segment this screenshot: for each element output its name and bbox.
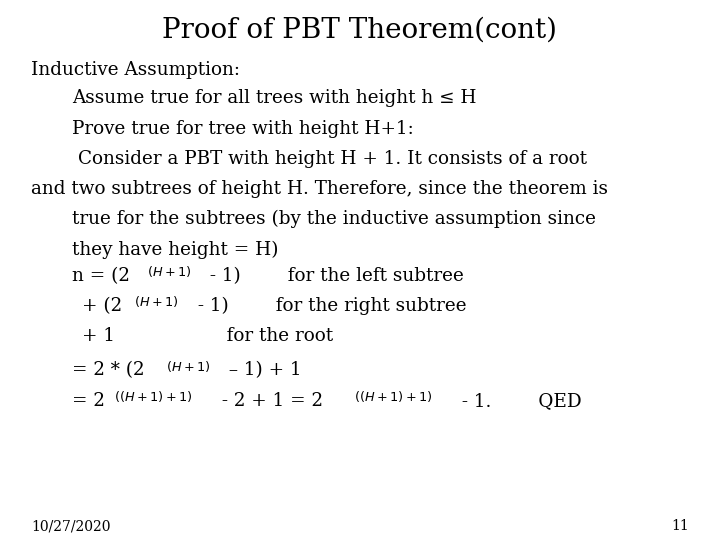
Text: and two subtrees of height H. Therefore, since the theorem is: and two subtrees of height H. Therefore,… (31, 180, 608, 198)
Text: Assume true for all trees with height h ≤ H: Assume true for all trees with height h … (72, 89, 477, 107)
Text: 11: 11 (671, 519, 689, 534)
Text: - 2 + 1 = 2: - 2 + 1 = 2 (216, 392, 323, 410)
Text: Consider a PBT with height H + 1. It consists of a root: Consider a PBT with height H + 1. It con… (78, 150, 587, 168)
Text: $^{((H+1)+1)}$: $^{((H+1)+1)}$ (354, 392, 433, 410)
Text: $^{((H+1)+1)}$: $^{((H+1)+1)}$ (114, 392, 193, 410)
Text: true for the subtrees (by the inductive assumption since: true for the subtrees (by the inductive … (72, 210, 596, 228)
Text: Prove true for tree with height H+1:: Prove true for tree with height H+1: (72, 119, 414, 138)
Text: $^{(H+1)}$: $^{(H+1)}$ (147, 267, 192, 285)
Text: = 2 * (2: = 2 * (2 (72, 361, 145, 379)
Text: + 1                   for the root: + 1 for the root (82, 327, 333, 345)
Text: $^{(H+1)}$: $^{(H+1)}$ (166, 361, 210, 379)
Text: Inductive Assumption:: Inductive Assumption: (31, 61, 240, 79)
Text: - 1.        QED: - 1. QED (456, 392, 582, 410)
Text: n = (2: n = (2 (72, 267, 130, 285)
Text: + (2: + (2 (82, 297, 122, 315)
Text: $^{(H+1)}$: $^{(H+1)}$ (134, 297, 179, 315)
Text: – 1) + 1: – 1) + 1 (223, 361, 302, 379)
Text: = 2: = 2 (72, 392, 105, 410)
Text: Proof of PBT Theorem(cont): Proof of PBT Theorem(cont) (163, 16, 557, 43)
Text: - 1)        for the right subtree: - 1) for the right subtree (192, 297, 467, 315)
Text: - 1)        for the left subtree: - 1) for the left subtree (204, 267, 464, 285)
Text: 10/27/2020: 10/27/2020 (31, 519, 110, 534)
Text: they have height = H): they have height = H) (72, 240, 279, 259)
